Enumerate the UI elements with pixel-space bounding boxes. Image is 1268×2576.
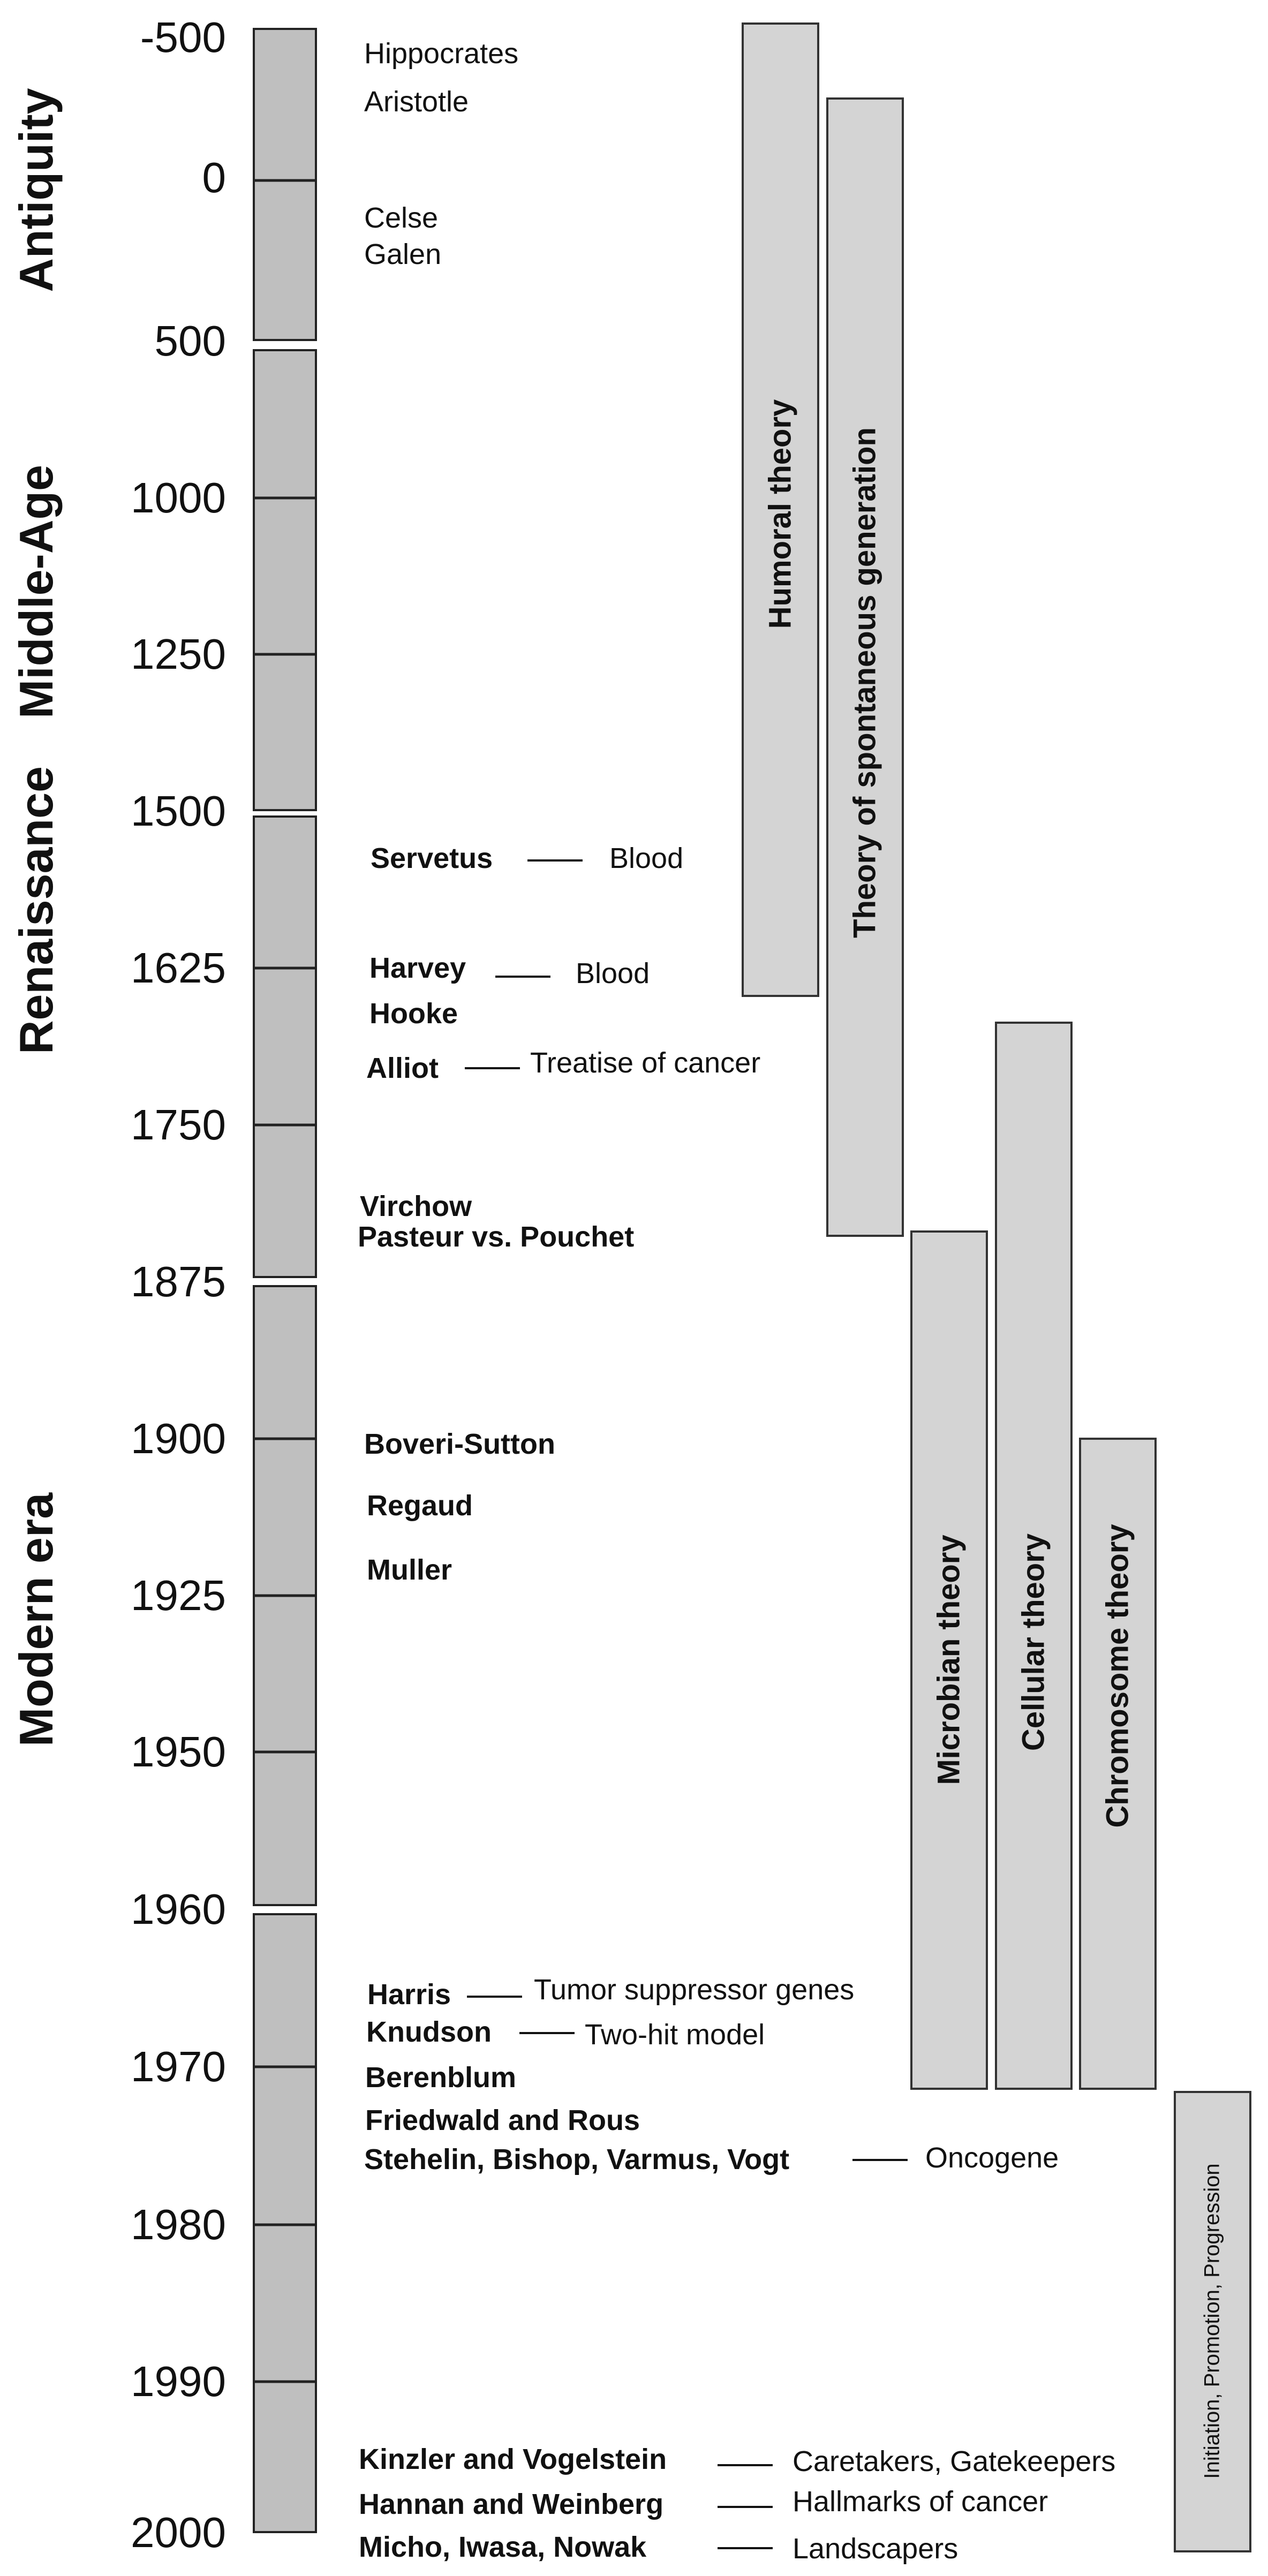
person-aristotle: Aristotle bbox=[364, 86, 469, 118]
theory-label-cellular: Cellular theory bbox=[1016, 1533, 1051, 1751]
person-pasteur-pouchet: Pasteur vs. Pouchet bbox=[358, 1221, 635, 1253]
person-hooke: Hooke bbox=[369, 998, 458, 1030]
year-label: 1875 bbox=[131, 1258, 226, 1305]
connector-line bbox=[519, 2032, 575, 2034]
connector-line bbox=[467, 1996, 522, 1998]
theory-label-initiation: Initiation, Promotion, Progression bbox=[1200, 2163, 1224, 2479]
timeline-tick bbox=[253, 2380, 317, 2383]
year-label: 1000 bbox=[131, 474, 226, 522]
timeline-tick bbox=[253, 966, 317, 970]
year-label: 500 bbox=[154, 317, 226, 365]
timeline-segment-middle-age bbox=[253, 349, 317, 811]
theory-label-chromosome: Chromosome theory bbox=[1100, 1524, 1135, 1828]
connector-line bbox=[495, 976, 550, 978]
timeline-tick bbox=[253, 1594, 317, 1597]
person-servetus: Servetus bbox=[371, 842, 493, 874]
person-harvey: Harvey bbox=[369, 952, 466, 984]
concept-hallmarks: Hallmarks of cancer bbox=[793, 2486, 1048, 2518]
year-label: 1980 bbox=[131, 2201, 226, 2248]
theory-label-spontaneous: Theory of spontaneous generation bbox=[847, 427, 882, 938]
timeline-tick bbox=[253, 1750, 317, 1754]
year-label: 1970 bbox=[131, 2043, 226, 2090]
concept-two-hit: Two-hit model bbox=[585, 2019, 765, 2051]
year-label: 1900 bbox=[131, 1415, 226, 1462]
era-middle-age: Middle-Age bbox=[10, 464, 63, 719]
person-kinzler-vogelstein: Kinzler and Vogelstein bbox=[359, 2443, 667, 2475]
person-harris: Harris bbox=[367, 1978, 451, 2011]
concept-tumor-suppressor: Tumor suppressor genes bbox=[534, 1974, 855, 2006]
person-regaud: Regaud bbox=[367, 1490, 473, 1522]
concept-oncogene: Oncogene bbox=[925, 2142, 1059, 2174]
timeline-tick bbox=[253, 653, 317, 656]
era-modern: Modern era bbox=[10, 1492, 63, 1747]
year-label: 1750 bbox=[131, 1101, 226, 1149]
person-micho-iwasa-nowak: Micho, Iwasa, Nowak bbox=[359, 2531, 647, 2563]
timeline-segment-renaissance bbox=[253, 815, 317, 1278]
connector-line bbox=[527, 859, 583, 862]
person-berenblum: Berenblum bbox=[365, 2061, 517, 2094]
person-alliot: Alliot bbox=[366, 1052, 439, 1084]
concept-caretakers: Caretakers, Gatekeepers bbox=[793, 2445, 1116, 2477]
era-antiquity: Antiquity bbox=[10, 88, 63, 292]
person-celse: Celse bbox=[364, 202, 439, 234]
year-label: 1625 bbox=[131, 944, 226, 992]
concept-treatise: Treatise of cancer bbox=[530, 1047, 761, 1079]
timeline-tick bbox=[253, 1123, 317, 1127]
year-label: 1500 bbox=[131, 787, 226, 835]
concept-blood: Blood bbox=[609, 842, 684, 874]
timeline-tick bbox=[253, 496, 317, 500]
person-stehelin-group: Stehelin, Bishop, Varmus, Vogt bbox=[364, 2143, 790, 2175]
timeline-segment-modern-late bbox=[253, 1913, 317, 2533]
person-galen: Galen bbox=[364, 238, 442, 270]
timeline-tick bbox=[253, 2065, 317, 2068]
era-renaissance: Renaissance bbox=[10, 766, 63, 1055]
year-label: -500 bbox=[140, 13, 226, 61]
theory-bar-chromosome bbox=[1079, 1438, 1157, 2090]
theory-bar-initiation bbox=[1174, 2091, 1251, 2552]
connector-line bbox=[718, 2506, 773, 2508]
year-label: 1950 bbox=[131, 1728, 226, 1776]
timeline-tick bbox=[253, 2223, 317, 2226]
connector-line bbox=[718, 2547, 773, 2549]
timeline-segment-antiquity bbox=[253, 28, 317, 341]
theory-label-microbian: Microbian theory bbox=[931, 1535, 967, 1785]
person-boveri-sutton: Boveri-Sutton bbox=[364, 1428, 555, 1460]
theory-label-humoral: Humoral theory bbox=[763, 399, 798, 629]
person-friedwald-rous: Friedwald and Rous bbox=[365, 2104, 640, 2136]
concept-landscapers: Landscapers bbox=[793, 2533, 958, 2565]
connector-line bbox=[718, 2464, 773, 2466]
year-label: 2000 bbox=[131, 2509, 226, 2556]
theory-bar-cellular bbox=[995, 1022, 1073, 2090]
theory-bar-spontaneous bbox=[826, 97, 904, 1237]
year-label: 1925 bbox=[131, 1572, 226, 1619]
concept-blood: Blood bbox=[576, 957, 650, 989]
year-label: 1990 bbox=[131, 2358, 226, 2405]
year-label: 0 bbox=[202, 154, 227, 201]
connector-line bbox=[852, 2159, 908, 2161]
year-label: 1250 bbox=[131, 630, 226, 678]
theory-bar-microbian bbox=[910, 1230, 988, 2090]
person-virchow: Virchow bbox=[360, 1190, 472, 1222]
year-label: 1960 bbox=[131, 1885, 226, 1933]
timeline-tick bbox=[253, 1437, 317, 1440]
person-hannan-weinberg: Hannan and Weinberg bbox=[359, 2488, 664, 2520]
person-muller: Muller bbox=[367, 1554, 452, 1586]
theory-bar-humoral bbox=[742, 22, 819, 997]
person-knudson: Knudson bbox=[366, 2016, 492, 2048]
connector-line bbox=[465, 1067, 520, 1069]
timeline-tick bbox=[253, 179, 317, 182]
person-hippocrates: Hippocrates bbox=[364, 37, 519, 70]
